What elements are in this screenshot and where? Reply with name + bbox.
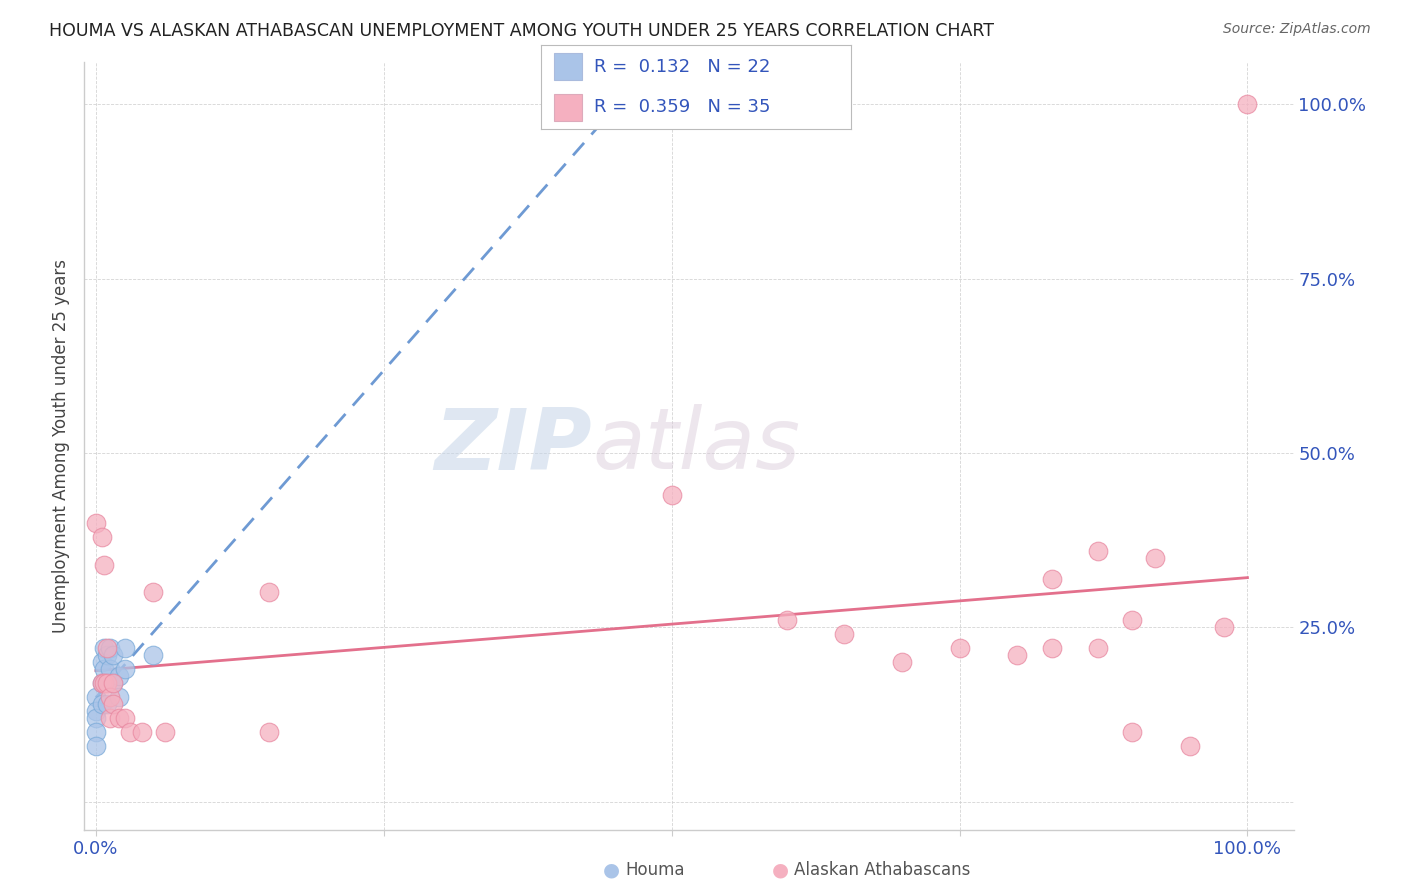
Point (93, 662, 115, 676)
Point (84, 711, 107, 725)
Y-axis label: Unemployment Among Youth under 25 years: Unemployment Among Youth under 25 years (52, 259, 70, 633)
Point (84, 690, 107, 704)
Point (98, 690, 121, 704)
Point (96, 648, 118, 663)
Point (1087, 641, 1109, 656)
Point (1178, 739, 1201, 753)
Point (101, 697, 124, 711)
Point (90, 530, 112, 544)
Point (93, 641, 115, 656)
Point (142, 585, 165, 599)
Point (96, 697, 118, 711)
Point (257, 585, 280, 599)
Text: Houma: Houma (626, 861, 685, 879)
Point (96, 676, 118, 690)
Point (101, 648, 124, 663)
Point (90, 697, 112, 711)
Point (114, 711, 136, 725)
Point (1121, 613, 1143, 627)
Point (101, 676, 124, 690)
Point (98, 641, 121, 656)
Point (98, 711, 121, 725)
Point (142, 648, 165, 663)
Text: R =  0.359   N = 35: R = 0.359 N = 35 (593, 98, 770, 116)
Point (84, 739, 107, 753)
Point (1087, 543, 1109, 558)
Text: Alaskan Athabascans: Alaskan Athabascans (794, 861, 970, 879)
Point (891, 655, 914, 669)
Point (1121, 725, 1143, 739)
Text: HOUMA VS ALASKAN ATHABASCAN UNEMPLOYMENT AMONG YOUTH UNDER 25 YEARS CORRELATION : HOUMA VS ALASKAN ATHABASCAN UNEMPLOYMENT… (49, 22, 994, 40)
Point (101, 676, 124, 690)
Text: R =  0.132   N = 22: R = 0.132 N = 22 (593, 58, 770, 76)
Point (84, 725, 107, 739)
Point (84, 704, 107, 718)
Point (90, 676, 112, 690)
Point (661, 488, 683, 502)
Point (90, 676, 112, 690)
Text: Source: ZipAtlas.com: Source: ZipAtlas.com (1223, 22, 1371, 37)
Point (1236, 97, 1258, 112)
Point (114, 641, 136, 656)
Point (93, 558, 115, 572)
Point (84, 516, 107, 530)
Point (1144, 550, 1167, 565)
Point (834, 627, 856, 641)
Point (1005, 648, 1028, 663)
Text: atlas: atlas (592, 404, 800, 488)
Text: ZIP: ZIP (434, 404, 592, 488)
Point (131, 725, 153, 739)
Text: ●: ● (772, 860, 789, 880)
Point (108, 690, 131, 704)
Point (120, 725, 142, 739)
Point (108, 669, 131, 683)
Point (948, 641, 970, 656)
Point (257, 725, 280, 739)
Text: ●: ● (603, 860, 620, 880)
Point (96, 641, 118, 656)
Point (1213, 620, 1236, 634)
Bar (554, 94, 582, 120)
Point (98, 662, 121, 676)
Point (1040, 641, 1063, 656)
Point (1040, 572, 1063, 586)
Point (90, 655, 112, 669)
Bar (554, 54, 582, 80)
Point (96, 676, 118, 690)
Point (153, 725, 176, 739)
Point (776, 613, 799, 627)
Point (93, 676, 115, 690)
Point (114, 662, 136, 676)
Point (108, 711, 131, 725)
